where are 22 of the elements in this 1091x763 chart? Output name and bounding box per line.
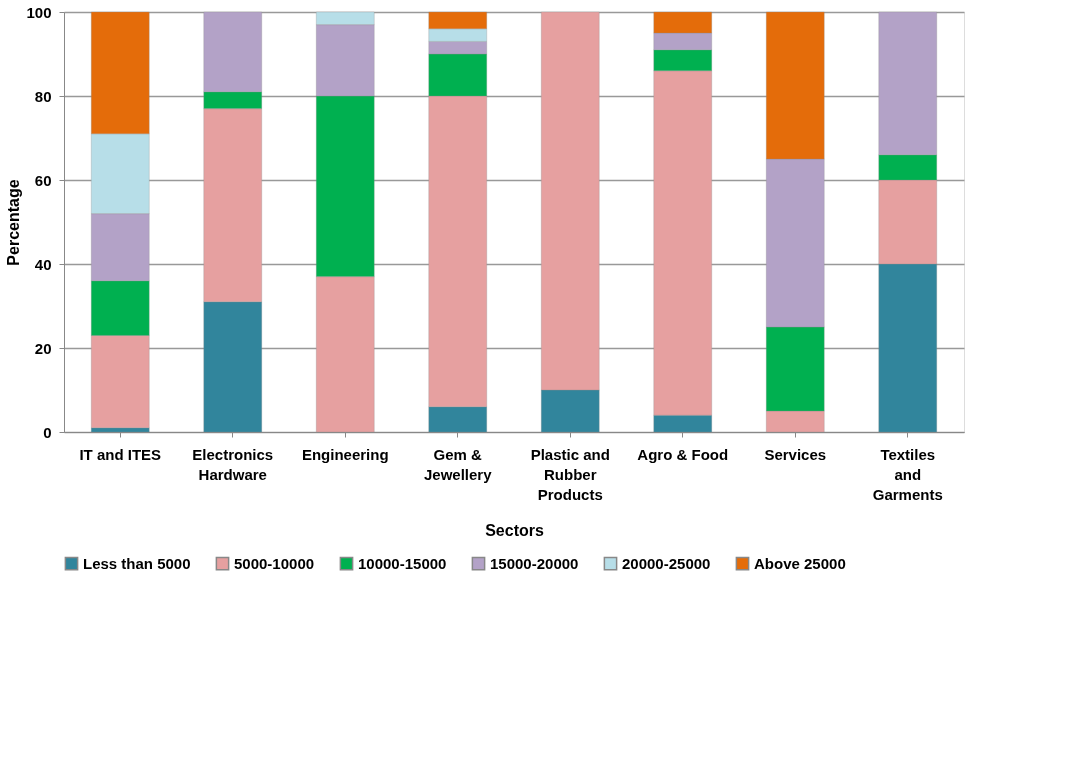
x-tick-label: Gem & Jewellery: [423, 445, 493, 483]
y-tick-label: 20: [34, 339, 52, 357]
x-tick-label: Textiles and Garments: [872, 445, 943, 503]
x-axis-title: Sectors: [485, 521, 544, 539]
x-tick-label: Agro & Food: [637, 445, 729, 463]
x-tick-label: Electronics Hardware: [192, 445, 274, 483]
legend-label: 10000-15000: [358, 554, 447, 572]
legend-label: 15000-20000: [490, 554, 579, 572]
y-tick-label: 100: [26, 3, 52, 21]
legend-label: 20000-25000: [622, 554, 711, 572]
x-tick-label: Engineering: [301, 445, 389, 463]
y-tick-label: 0: [43, 423, 52, 441]
y-tick-label: 40: [34, 255, 52, 273]
legend-label: Above 25000: [754, 554, 846, 572]
legend-label: Less than 5000: [83, 554, 191, 572]
x-tick-label: Plastic and Rubber Products: [530, 445, 610, 503]
y-axis-title: Percentage: [5, 179, 23, 266]
x-tick-label: Services: [764, 445, 827, 463]
x-tick-label: IT and ITES: [79, 445, 162, 463]
y-tick-label: 60: [34, 171, 52, 189]
legend-label: 5000-10000: [234, 554, 315, 572]
y-tick-label: 80: [34, 87, 52, 105]
